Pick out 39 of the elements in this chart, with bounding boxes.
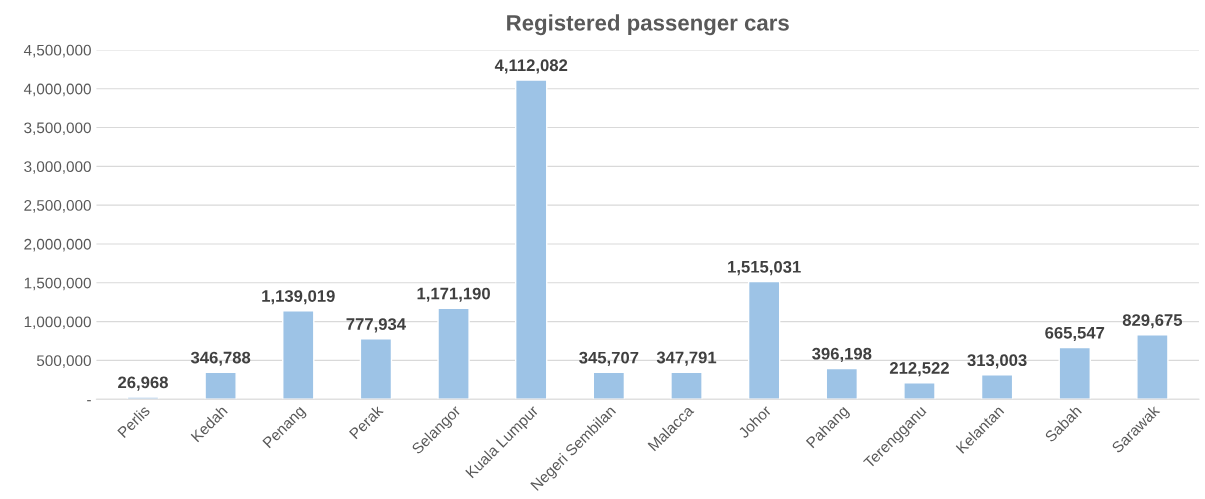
data-label: 313,003: [967, 354, 1027, 369]
data-label: 212,522: [889, 362, 949, 377]
bar: [670, 371, 703, 400]
y-tick-label: 4,500,000: [23, 44, 91, 58]
bar: [592, 371, 626, 400]
y-tick-label: 2,500,000: [24, 200, 91, 213]
bar: [980, 374, 1014, 400]
bar: [747, 280, 781, 400]
y-tick-label: 1,000,000: [24, 316, 91, 330]
data-label: 396,198: [812, 347, 872, 363]
bar: [825, 367, 859, 400]
y-tick-label: 3,000,000: [24, 161, 91, 174]
data-label: 4,112,082: [494, 59, 568, 74]
data-label: 1,171,190: [417, 287, 490, 302]
data-label: 345,707: [579, 351, 639, 366]
bar: [126, 396, 160, 400]
y-tick-label: 2,000,000: [24, 238, 91, 252]
data-label: 829,675: [1122, 314, 1183, 329]
chart-title: Registered passenger cars: [507, 14, 789, 36]
bar: [437, 307, 470, 400]
bar: [204, 371, 237, 400]
data-label: 347,791: [656, 351, 717, 366]
y-tick-label: 4,000,000: [23, 83, 91, 97]
data-label: 1,515,031: [728, 260, 801, 276]
bar: [514, 79, 548, 400]
bar: [282, 310, 315, 400]
bar: [359, 338, 393, 400]
bar: [1136, 334, 1169, 400]
data-label: 346,788: [190, 351, 251, 366]
data-label: 777,934: [346, 318, 406, 333]
y-tick-label: 500,000: [36, 355, 91, 368]
y-tick-label: 3,500,000: [24, 122, 91, 136]
data-label: 1,139,019: [262, 290, 335, 305]
bar: [903, 382, 936, 400]
y-tick-label: -: [87, 400, 91, 402]
y-tick-label: 1,500,000: [24, 277, 91, 291]
bar: [1058, 346, 1091, 400]
data-label: 26,968: [118, 376, 168, 391]
data-label: 665,547: [1045, 326, 1105, 342]
